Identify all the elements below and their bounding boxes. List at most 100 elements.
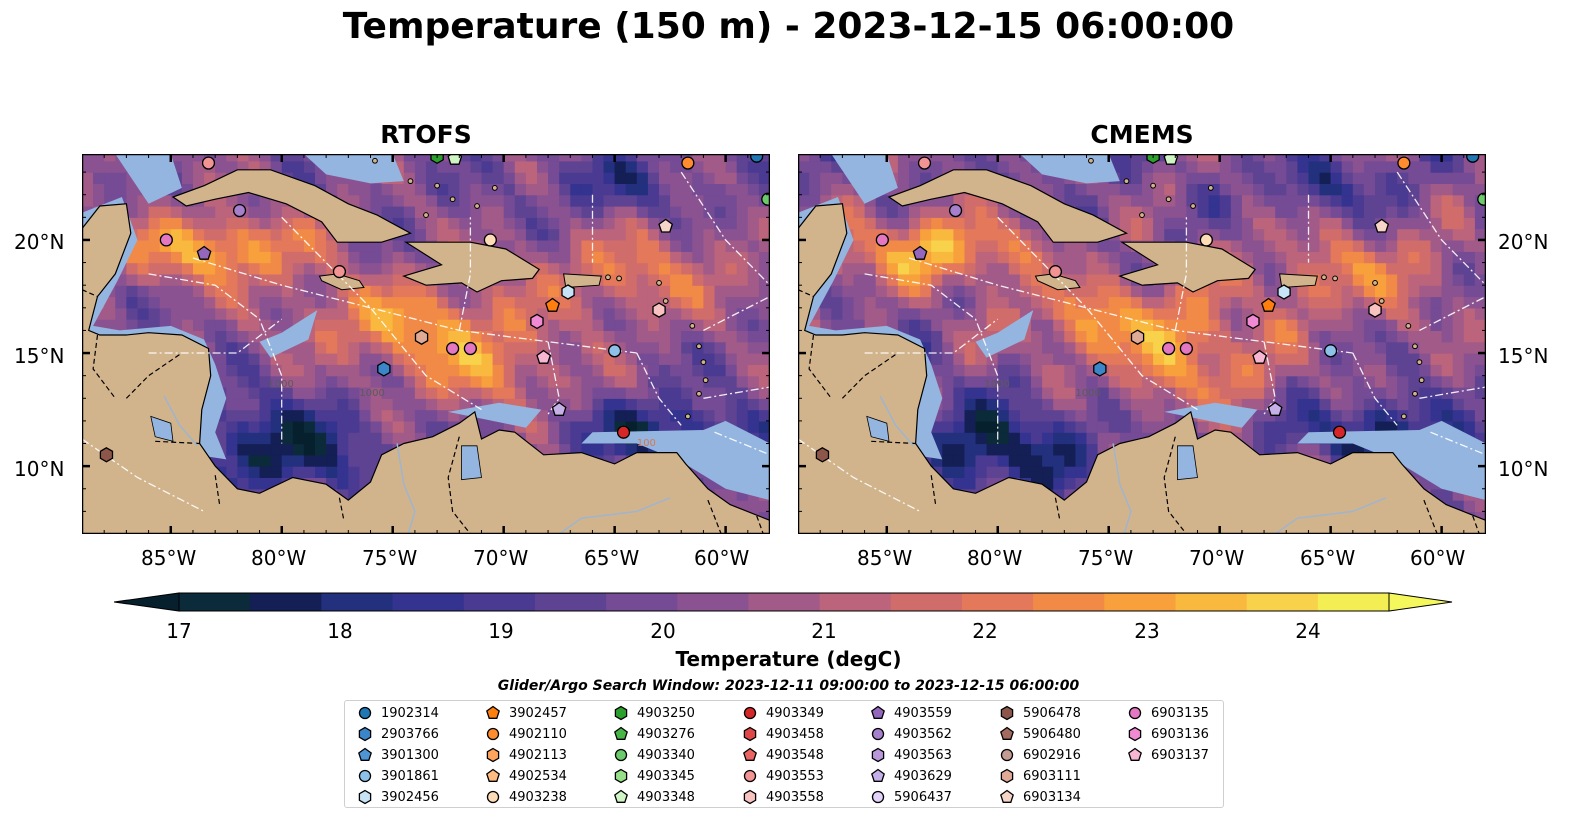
- shelf-region: [448, 402, 542, 428]
- cuba-landmass: [887, 169, 1129, 243]
- legend-item-6903136: 6903136: [1127, 724, 1209, 744]
- colorbar-segment: [321, 593, 394, 611]
- circle-marker-icon: [871, 727, 885, 741]
- legend-marker: [871, 727, 885, 741]
- legend-item-label: 3901300: [381, 747, 439, 763]
- legend-item-4903345: 4903345: [613, 766, 695, 786]
- legend-marker: [358, 726, 372, 742]
- legend-marker: [871, 705, 885, 719]
- legend-item-label: 4903563: [894, 747, 952, 763]
- legend-marker: [614, 726, 628, 740]
- lake-maracaibo: [1177, 445, 1198, 481]
- legend-marker: [1128, 706, 1142, 720]
- float-marker-5906478: [815, 447, 830, 463]
- circle-marker-icon: [486, 790, 500, 804]
- circle-marker-icon: [1128, 706, 1142, 720]
- float-marker-6903135: [446, 341, 460, 356]
- hexagon-marker-icon: [871, 747, 885, 763]
- float-marker-1902314: [750, 154, 764, 163]
- colorbar-segment: [606, 593, 678, 611]
- legend-item-label: 4903629: [894, 768, 952, 784]
- lat-tick-15n: 15°N: [1498, 344, 1549, 368]
- eez-boundary: [1352, 352, 1398, 426]
- eez-boundary: [1419, 386, 1486, 399]
- legend-marker: [743, 747, 757, 761]
- eez-boundary: [1396, 171, 1486, 286]
- legend-item-label: 4903559: [894, 705, 952, 721]
- float-marker-4903250: [1146, 154, 1160, 165]
- lon-tick-70w: 70°W: [1189, 546, 1245, 570]
- colorbar-segment: [1033, 593, 1105, 611]
- hexagon-marker-icon: [1000, 705, 1014, 721]
- legend-item-4903348: 4903348: [613, 787, 695, 807]
- legend-item-4903553: 4903553: [742, 766, 824, 786]
- pentagon-marker-icon: [486, 705, 500, 719]
- legend-item-label: 4903349: [766, 705, 824, 721]
- float-marker-3902456: [1277, 284, 1291, 300]
- legend-item-label: 6902916: [1023, 747, 1081, 763]
- float-marker-4903348: [1163, 154, 1179, 165]
- legend-item-label: 4903340: [637, 747, 695, 763]
- legend-marker: [486, 768, 500, 782]
- eez-boundary: [547, 341, 560, 415]
- legend-marker: [871, 790, 885, 804]
- lat-tick-10n: 10°N: [14, 457, 65, 481]
- legend-marker: [358, 706, 372, 720]
- legend-marker: [743, 769, 757, 783]
- float-marker-6903135: [463, 341, 477, 356]
- colorbar-tick-17: 17: [166, 619, 192, 643]
- colorbar-frame: [178, 592, 1390, 612]
- legend-item-label: 6903136: [1151, 726, 1209, 742]
- colorbar-segment: [819, 593, 892, 611]
- legend-item-label: 3901861: [381, 768, 439, 784]
- legend-item-4903629: 4903629: [870, 766, 952, 786]
- colorbar-segment: [1104, 593, 1176, 611]
- colorbar-segment: [748, 593, 821, 611]
- float-marker-6903111: [414, 329, 429, 345]
- float-marker-4903250: [430, 154, 444, 165]
- legend-item-3901861: 3901861: [357, 766, 439, 786]
- colorbar-tick-24: 24: [1295, 619, 1321, 643]
- float-marker-4903553: [1048, 265, 1063, 279]
- contour-label: 1000: [268, 379, 293, 390]
- legend-marker: [486, 790, 500, 804]
- circle-marker-icon: [743, 769, 757, 783]
- legend-marker: [614, 768, 628, 784]
- legend-item-label: 4902113: [509, 747, 567, 763]
- pentagon-marker-icon: [1128, 747, 1142, 761]
- legend-item-2903766: 2903766: [357, 724, 439, 744]
- central-america-landmass: [82, 154, 770, 534]
- shelf-region: [581, 420, 770, 501]
- colorbar-segment: [534, 593, 607, 611]
- legend-marker: [743, 706, 757, 720]
- contour-label: 1000: [984, 379, 1009, 390]
- legend-marker: [358, 769, 372, 783]
- hispaniola-landmass: [1118, 241, 1257, 293]
- legend-item-3901300: 3901300: [357, 745, 439, 765]
- legend-item-6903134: 6903134: [999, 787, 1081, 807]
- circle-marker-icon: [358, 769, 372, 783]
- legend-item-4903340: 4903340: [613, 745, 695, 765]
- shelf-region: [975, 310, 1034, 358]
- colorbar-tick-21: 21: [811, 619, 837, 643]
- hexagon-marker-icon: [614, 705, 628, 721]
- legend-item-label: 4903558: [766, 789, 824, 805]
- float-marker-6903134: [1374, 218, 1390, 233]
- shelf-region: [831, 154, 898, 204]
- colorbar-segment: [1317, 593, 1390, 611]
- legend-item-label: 4903238: [509, 789, 567, 805]
- legend-item-6902916: 6902916: [999, 745, 1081, 765]
- eez-boundary: [1263, 341, 1276, 415]
- float-marker-6903135: [875, 233, 889, 247]
- float-marker-3902457: [545, 297, 560, 312]
- float-marker-4903558: [652, 302, 666, 318]
- legend-item-label: 6903134: [1023, 789, 1081, 805]
- country-border: [82, 289, 98, 298]
- float-marker-4903558: [1368, 302, 1382, 318]
- cuba-landmass: [171, 169, 413, 243]
- legend-marker: [486, 747, 500, 763]
- hexagon-marker-icon: [486, 747, 500, 763]
- legend: 1902314 2903766 3901300 3901861 3902456 39024…: [344, 700, 1224, 808]
- float-marker-3902456: [561, 284, 575, 300]
- legend-marker: [614, 705, 628, 721]
